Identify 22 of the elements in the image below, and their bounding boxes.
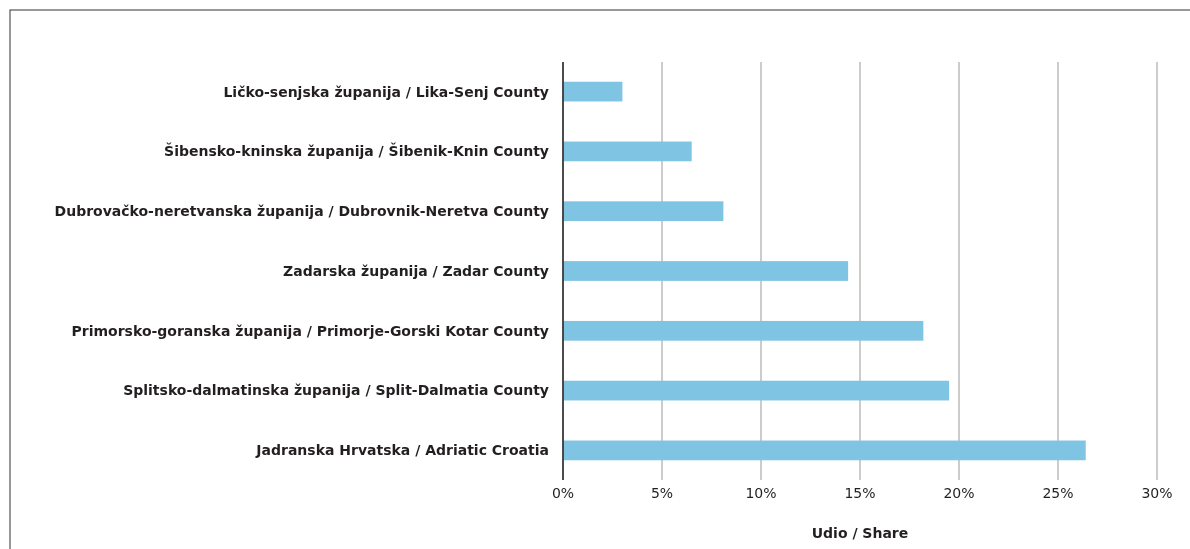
y-tick-label: Splitsko-dalmatinska županija / Split-Dalmatia County: [123, 382, 549, 399]
x-tick-label: 15%: [844, 485, 876, 501]
x-tick-label: 25%: [1042, 485, 1074, 501]
x-axis-title: Udio / Share: [811, 525, 909, 541]
y-tick-label: Dubrovačko-neretvanska županija / Dubrovnik-Neretva County: [54, 203, 549, 220]
bar: [563, 380, 950, 401]
x-tick-label: 0%: [551, 485, 575, 501]
x-tick-label: 20%: [943, 485, 975, 501]
y-tick-label: Šibensko-kninska županija / Šibenik-Knin County: [164, 142, 549, 160]
y-tick-label: Jadranska Hrvatska / Adriatic Croatia: [255, 442, 549, 459]
y-tick-label: Primorsko-goranska županija / Primorje-Gorski Kotar County: [71, 322, 549, 339]
y-tick-label: Ličko-senjska županija / Lika-Senj County: [223, 83, 549, 100]
bar: [563, 440, 1086, 461]
x-tick-label: 10%: [745, 485, 777, 501]
y-tick-label: Zadarska županija / Zadar County: [283, 262, 549, 279]
x-tick-label: 5%: [650, 485, 674, 501]
bar: [563, 201, 724, 222]
x-tick-label: 30%: [1141, 485, 1173, 501]
bar: [563, 320, 924, 341]
bar: [563, 141, 692, 162]
bar: [563, 81, 623, 102]
bar: [563, 261, 849, 281]
